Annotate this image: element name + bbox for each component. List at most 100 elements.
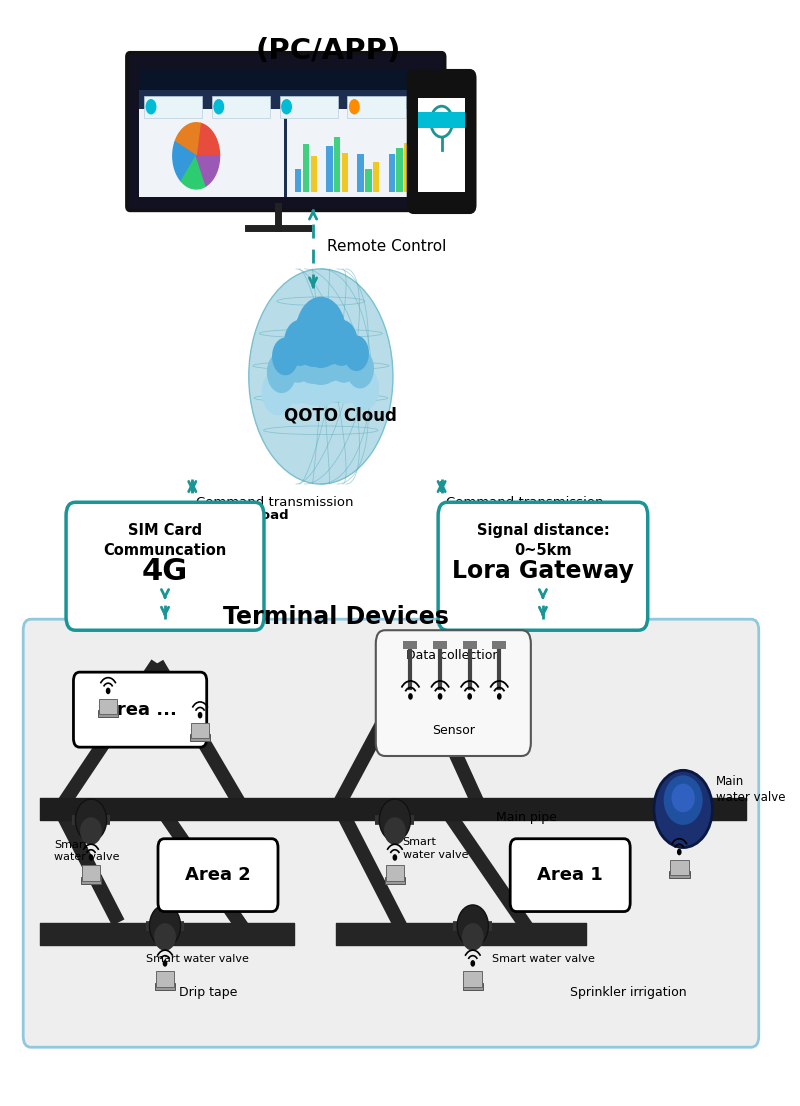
- Circle shape: [346, 349, 374, 388]
- Polygon shape: [181, 156, 206, 189]
- Bar: [669, 872, 690, 878]
- Circle shape: [310, 311, 349, 365]
- Circle shape: [272, 337, 298, 375]
- Bar: [389, 154, 395, 191]
- Ellipse shape: [154, 924, 176, 951]
- Text: Main pipe: Main pipe: [496, 812, 557, 824]
- Circle shape: [408, 693, 413, 700]
- FancyBboxPatch shape: [158, 838, 278, 911]
- Circle shape: [438, 693, 442, 700]
- Text: Area 2: Area 2: [185, 866, 251, 884]
- Polygon shape: [173, 142, 196, 181]
- Circle shape: [162, 960, 167, 967]
- FancyBboxPatch shape: [510, 838, 630, 911]
- Ellipse shape: [654, 771, 712, 847]
- Circle shape: [280, 332, 316, 383]
- Bar: [451, 139, 458, 191]
- Text: SIM Card
Communcation: SIM Card Communcation: [103, 523, 226, 559]
- Bar: [295, 169, 302, 191]
- Text: Smart water valve: Smart water valve: [492, 954, 595, 964]
- Circle shape: [326, 320, 358, 366]
- Text: Area ...: Area ...: [103, 701, 177, 719]
- Bar: [287, 109, 432, 197]
- Circle shape: [106, 688, 110, 695]
- Bar: [492, 641, 506, 649]
- Bar: [139, 109, 284, 197]
- Bar: [404, 144, 410, 191]
- Circle shape: [267, 352, 296, 393]
- Bar: [373, 163, 379, 191]
- Bar: [462, 641, 477, 649]
- Text: (PC/APP): (PC/APP): [256, 36, 402, 65]
- Bar: [98, 699, 118, 714]
- FancyBboxPatch shape: [408, 71, 475, 212]
- Ellipse shape: [249, 269, 393, 484]
- Bar: [433, 641, 447, 649]
- Circle shape: [296, 296, 346, 368]
- Text: Sensor: Sensor: [432, 724, 474, 738]
- Circle shape: [677, 848, 682, 855]
- Bar: [385, 877, 405, 884]
- Bar: [154, 983, 175, 990]
- Bar: [139, 73, 432, 197]
- Text: Sprinkler irrigation: Sprinkler irrigation: [570, 985, 687, 999]
- Text: Signal distance:
0~5km: Signal distance: 0~5km: [477, 523, 610, 559]
- Circle shape: [214, 100, 224, 114]
- Text: Smart
water valve: Smart water valve: [402, 837, 468, 859]
- Text: 4G: 4G: [142, 556, 188, 586]
- Text: Area 1: Area 1: [538, 866, 603, 884]
- Bar: [310, 156, 317, 191]
- Ellipse shape: [150, 905, 181, 947]
- Circle shape: [293, 309, 334, 367]
- Bar: [418, 98, 465, 191]
- Text: Data Upload: Data Upload: [446, 509, 538, 522]
- Bar: [458, 165, 465, 191]
- Bar: [463, 971, 482, 987]
- Circle shape: [284, 320, 317, 366]
- FancyBboxPatch shape: [127, 53, 445, 210]
- Text: Lora Gateway: Lora Gateway: [452, 560, 634, 583]
- Text: Smart
water valve: Smart water valve: [54, 839, 120, 862]
- Bar: [144, 96, 202, 117]
- Bar: [190, 734, 210, 741]
- Text: Data Upload: Data Upload: [196, 509, 289, 522]
- Bar: [303, 144, 309, 191]
- Circle shape: [293, 306, 349, 385]
- Bar: [347, 96, 406, 117]
- Circle shape: [308, 336, 355, 403]
- Bar: [358, 154, 364, 191]
- Circle shape: [470, 960, 475, 967]
- FancyBboxPatch shape: [438, 502, 648, 630]
- Text: Drip tape: Drip tape: [179, 985, 238, 999]
- Circle shape: [467, 693, 472, 700]
- Text: Command transmission: Command transmission: [196, 495, 354, 509]
- Circle shape: [146, 100, 157, 114]
- Text: Command transmission: Command transmission: [446, 495, 603, 509]
- Bar: [435, 161, 442, 191]
- Circle shape: [349, 100, 360, 114]
- Ellipse shape: [671, 783, 695, 812]
- Text: Remote Control: Remote Control: [327, 239, 446, 253]
- Ellipse shape: [379, 799, 410, 841]
- Circle shape: [287, 334, 337, 405]
- Bar: [342, 153, 348, 191]
- FancyBboxPatch shape: [66, 502, 264, 630]
- Circle shape: [89, 854, 94, 860]
- Text: Terminal Devices: Terminal Devices: [223, 605, 450, 629]
- Ellipse shape: [75, 799, 106, 841]
- Circle shape: [290, 319, 335, 384]
- Circle shape: [290, 320, 351, 406]
- Circle shape: [393, 854, 398, 860]
- Bar: [81, 877, 102, 884]
- Circle shape: [262, 369, 294, 415]
- Bar: [190, 723, 210, 739]
- Circle shape: [349, 367, 379, 410]
- Text: QOTO Cloud: QOTO Cloud: [284, 406, 397, 424]
- Bar: [420, 158, 426, 191]
- Bar: [139, 71, 432, 91]
- Text: Data collection: Data collection: [406, 649, 501, 661]
- Ellipse shape: [458, 905, 488, 947]
- Polygon shape: [196, 156, 219, 186]
- Ellipse shape: [462, 924, 484, 951]
- FancyBboxPatch shape: [376, 630, 531, 757]
